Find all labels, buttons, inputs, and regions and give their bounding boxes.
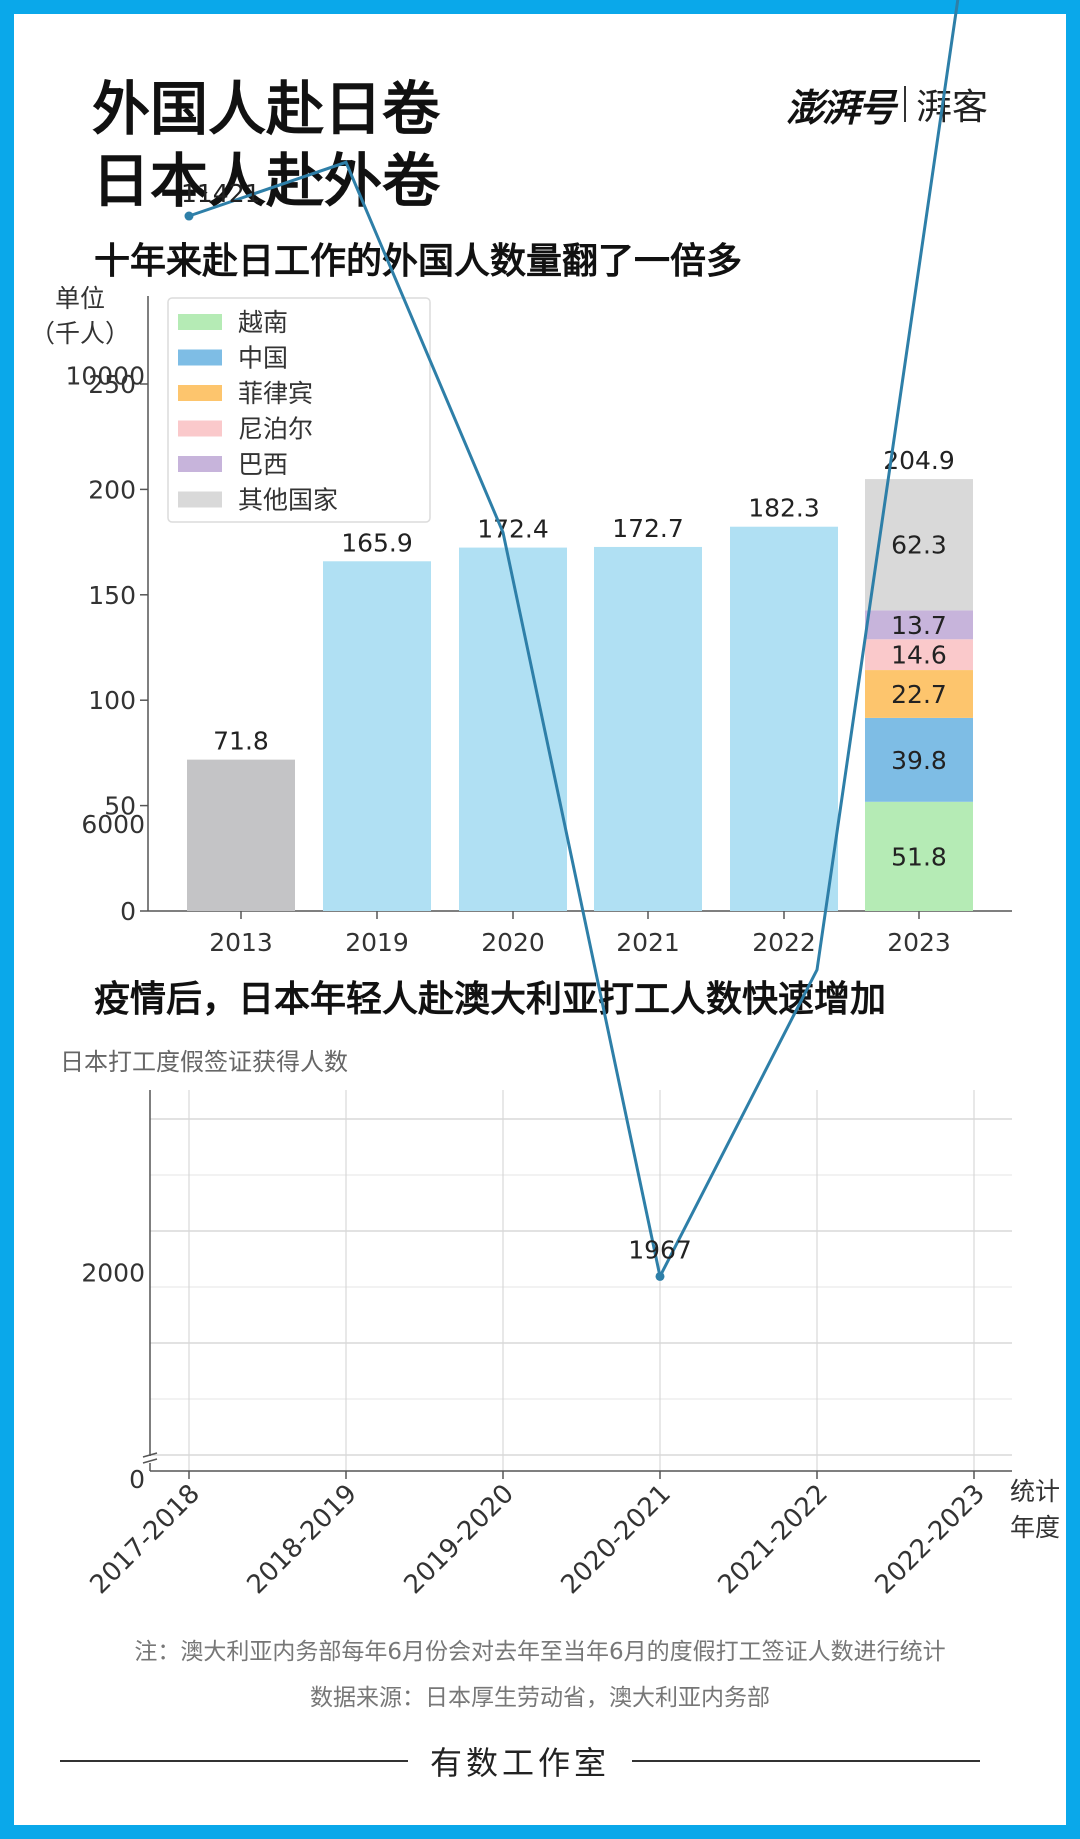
y-axis-title: 日本打工度假签证获得人数	[60, 1048, 348, 1076]
bar-total-label: 204.9	[883, 446, 955, 475]
brand-divider	[904, 86, 907, 122]
brand-sub: 湃客	[916, 87, 989, 128]
bar-2021	[594, 546, 702, 911]
x-tick-label: 2020-2021	[556, 1479, 677, 1600]
segment-value-label: 14.6	[891, 641, 947, 670]
y-tick-label: 200	[88, 475, 136, 504]
bar-segment-4	[865, 639, 973, 671]
x-tick-label: 2020	[481, 928, 545, 957]
bar-chart: 单位 （千人） 0 50 100 150 200 250 2013 71.8 2019 165.9 20…	[30, 284, 1012, 957]
y-tick-label: 2000	[81, 1259, 145, 1288]
segment-value-label: 62.3	[891, 531, 947, 560]
legend-swatch	[178, 491, 222, 508]
y-tick-label: 50	[104, 792, 136, 821]
bar-2019	[323, 561, 431, 911]
legend-swatch	[178, 349, 222, 366]
segment-value-label: 22.7	[891, 680, 947, 709]
x-tick-label: 2023	[887, 928, 951, 957]
legend-label: 其他国家	[238, 486, 338, 515]
y-tick-label: 10000	[65, 361, 145, 390]
footer-signature: 有数工作室	[60, 1738, 981, 1784]
legend-label: 中国	[238, 344, 288, 373]
y-tick-label: 0	[120, 897, 136, 926]
x-tick-label: 2018-2019	[242, 1479, 363, 1600]
data-point-label: 1967	[628, 1235, 692, 1264]
y-axis-label-unit-sub: （千人）	[30, 319, 130, 348]
bar-chart-title: 十年来赴日工作的外国人数量翻了一倍多	[94, 241, 743, 282]
legend-swatch	[178, 385, 222, 401]
bar-segment-2	[865, 717, 973, 802]
legend-label: 越南	[238, 308, 288, 337]
y-tick-label: 6000	[81, 810, 145, 839]
x-tick-label: 2021-2022	[713, 1479, 834, 1600]
line-chart-title: 疫情后，日本年轻人赴澳大利亚打工人数快速增加	[94, 979, 887, 1020]
legend-swatch	[178, 314, 222, 330]
bar-total-label: 165.9	[341, 528, 413, 557]
axis-break-mark	[142, 1452, 158, 1464]
bar-2020	[459, 547, 567, 911]
bar-segment-3	[865, 670, 973, 718]
y-tick-label: 0	[129, 1465, 145, 1494]
data-point-label: 11421	[181, 179, 261, 208]
chart-note: 注：澳大利亚内务部每年6月份会对去年至当年6月的度假打工签证人数进行统计	[134, 1639, 946, 1665]
data-point	[184, 211, 194, 221]
x-tick-label: 2022	[752, 928, 816, 957]
x-tick-label: 2022-2023	[870, 1479, 991, 1600]
y-tick-label: 100	[88, 686, 136, 715]
bar-total-label: 172.4	[477, 515, 549, 544]
bar-2022	[730, 526, 838, 911]
segment-value-label: 13.7	[891, 611, 947, 640]
bar-total-label: 71.8	[213, 727, 269, 756]
page-title-line2: 日本人赴外卷	[92, 147, 441, 215]
segment-value-label: 51.8	[891, 842, 947, 871]
bar-segment-5	[865, 610, 973, 640]
y-tick-label: 150	[88, 581, 136, 610]
bar-2013	[187, 759, 295, 911]
y-axis-label-unit: 单位	[55, 284, 105, 313]
footer-line-right	[632, 1760, 981, 1762]
x-axis-title-line2: 年度	[1010, 1513, 1060, 1542]
line-chart: 日本打工度假签证获得人数02000600010000140002017-2018…	[60, 0, 1060, 1600]
bar-total-label: 182.3	[748, 494, 820, 523]
x-tick-label: 2021	[616, 928, 680, 957]
bar-segment-6	[865, 479, 973, 611]
legend-swatch	[178, 456, 222, 472]
y-tick-label: 250	[88, 370, 136, 399]
legend-box	[167, 297, 431, 523]
bar-segment-1	[865, 801, 973, 911]
segment-value-label: 39.8	[891, 746, 947, 775]
x-tick-label: 2019-2020	[399, 1479, 520, 1600]
series-line	[188, 0, 960, 1281]
legend-label: 巴西	[238, 450, 288, 479]
brand-name: 澎湃号	[786, 85, 896, 130]
data-point	[655, 1271, 665, 1281]
legend-label: 尼泊尔	[238, 415, 313, 444]
x-tick-label: 2017-2018	[85, 1479, 206, 1600]
page-title-line1: 外国人赴日卷	[92, 75, 441, 143]
x-tick-label: 2013	[209, 928, 273, 957]
bar-total-label: 172.7	[612, 514, 684, 543]
studio-name: 有数工作室	[430, 1744, 611, 1782]
brand-logo: 澎湃号 湃客	[786, 82, 988, 130]
footer-line-left	[60, 1760, 408, 1762]
legend-swatch	[178, 420, 222, 437]
x-tick-label: 2019	[345, 928, 409, 957]
legend-label: 菲律宾	[238, 379, 313, 408]
x-axis-title-line1: 统计	[1010, 1477, 1060, 1506]
data-source: 数据来源：日本厚生劳动省，澳大利亚内务部	[310, 1685, 770, 1711]
